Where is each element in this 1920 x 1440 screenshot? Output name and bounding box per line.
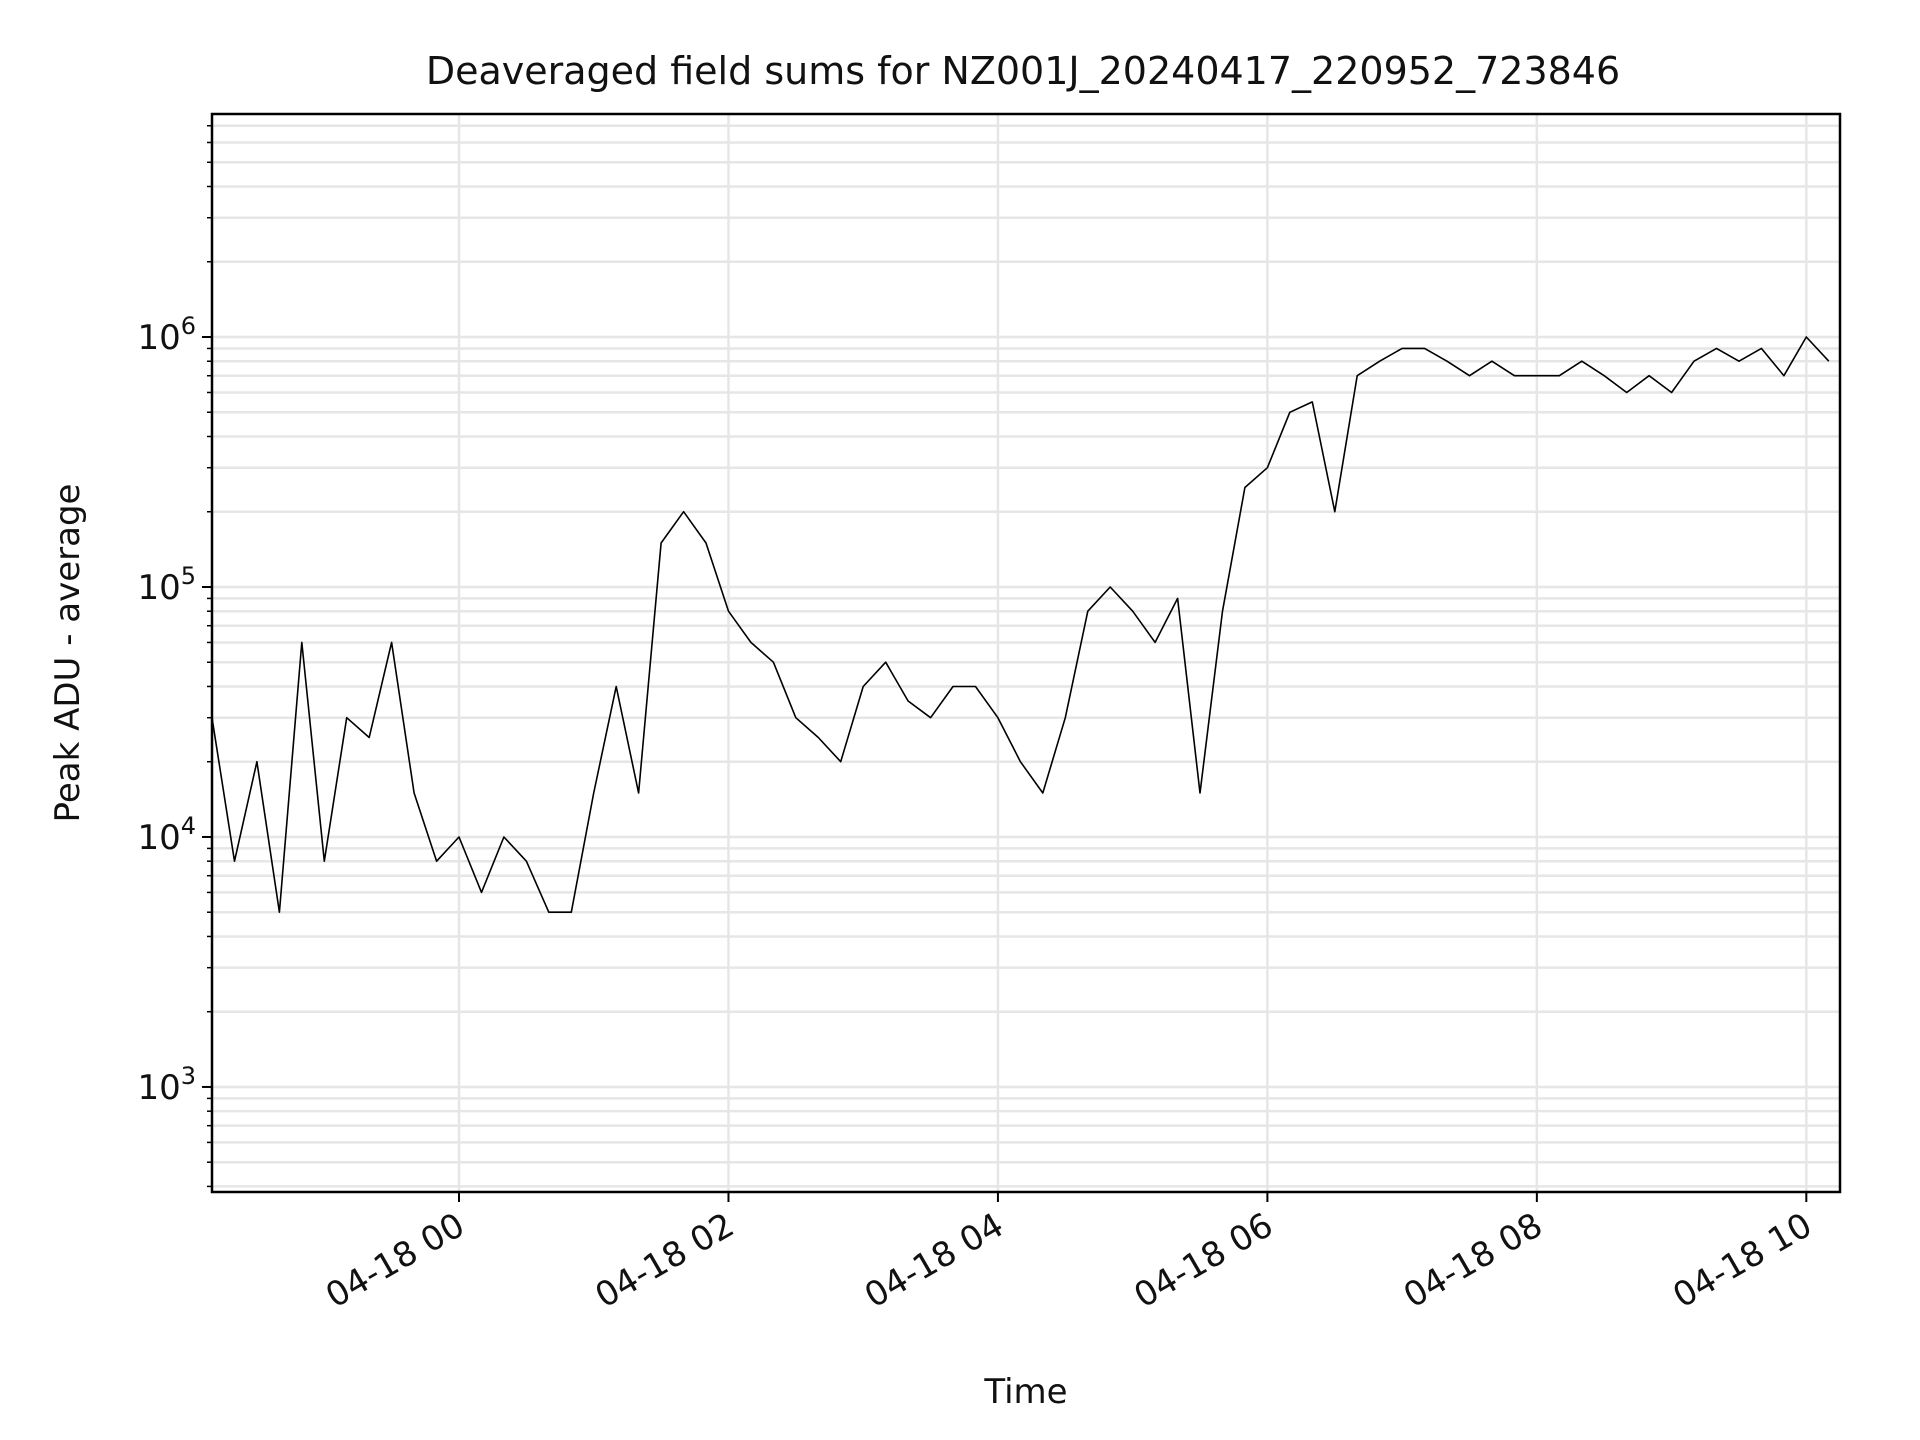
x-tick-label: 04-18 02 — [589, 1205, 741, 1316]
y-axis-label: Peak ADU - average — [48, 484, 88, 823]
x-tick-label: 04-18 00 — [319, 1205, 471, 1316]
series-layer — [211, 336, 1830, 914]
chart-title: Deaveraged field sums for NZ001J_2024041… — [426, 49, 1620, 93]
axis-ticks: 103 104 105 106 04-18 00 04-18 02 04-18 04 04-1… — [137, 124, 1819, 1316]
y-tick-label: 104 — [137, 812, 196, 858]
series-line — [211, 336, 1830, 914]
y-tick-label: 103 — [137, 1062, 196, 1108]
x-tick-label: 04-18 08 — [1397, 1205, 1549, 1316]
x-tick-label: 04-18 04 — [858, 1205, 1010, 1316]
x-tick-label: 04-18 10 — [1666, 1205, 1818, 1316]
plot-frame — [210, 112, 1842, 1194]
grid-lines — [212, 114, 1840, 1192]
y-tick-label: 105 — [137, 562, 196, 608]
x-tick-label: 04-18 06 — [1127, 1205, 1279, 1316]
y-tick-label: 106 — [137, 312, 196, 358]
x-axis-label: Time — [983, 1372, 1067, 1412]
